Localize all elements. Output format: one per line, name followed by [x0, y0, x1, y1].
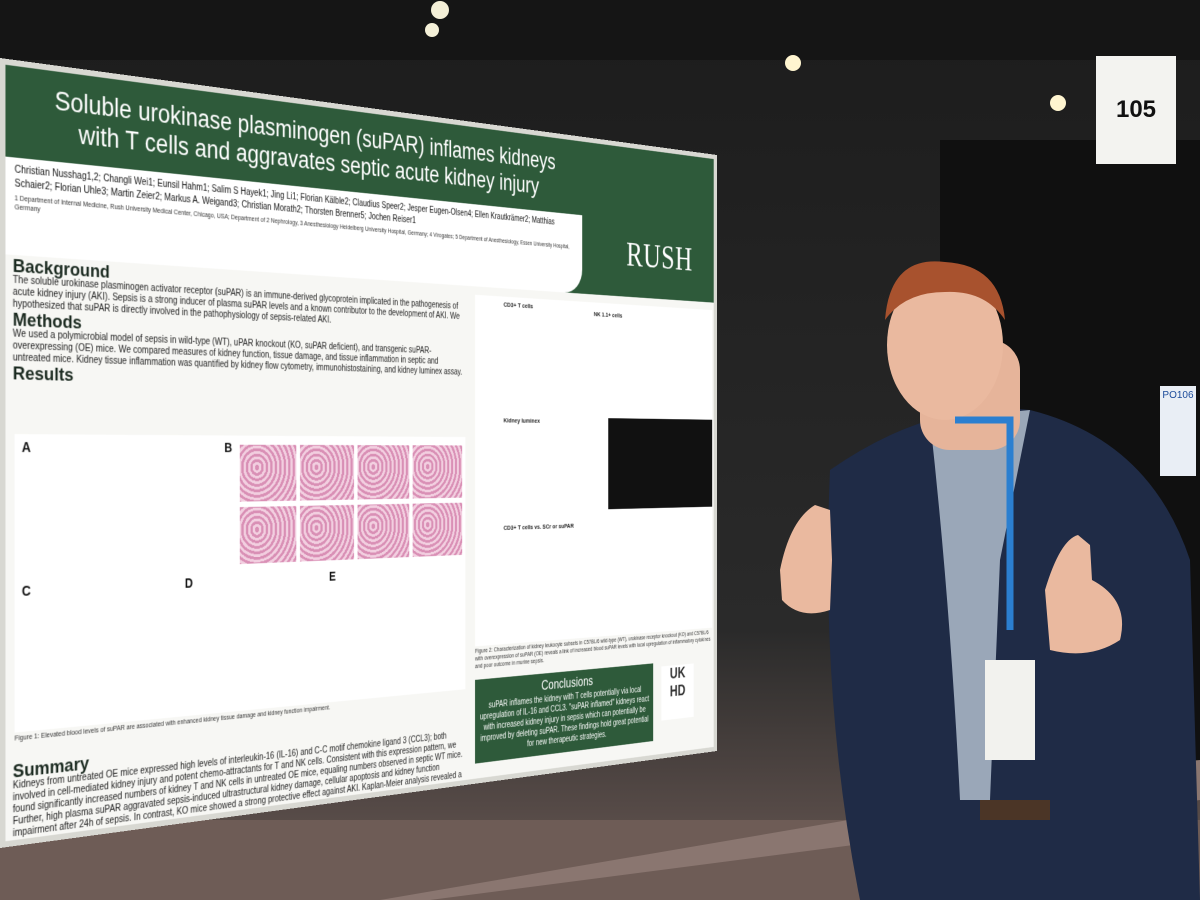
poster-id: PO106 [1160, 386, 1196, 476]
board-number: 105 [1096, 56, 1176, 164]
